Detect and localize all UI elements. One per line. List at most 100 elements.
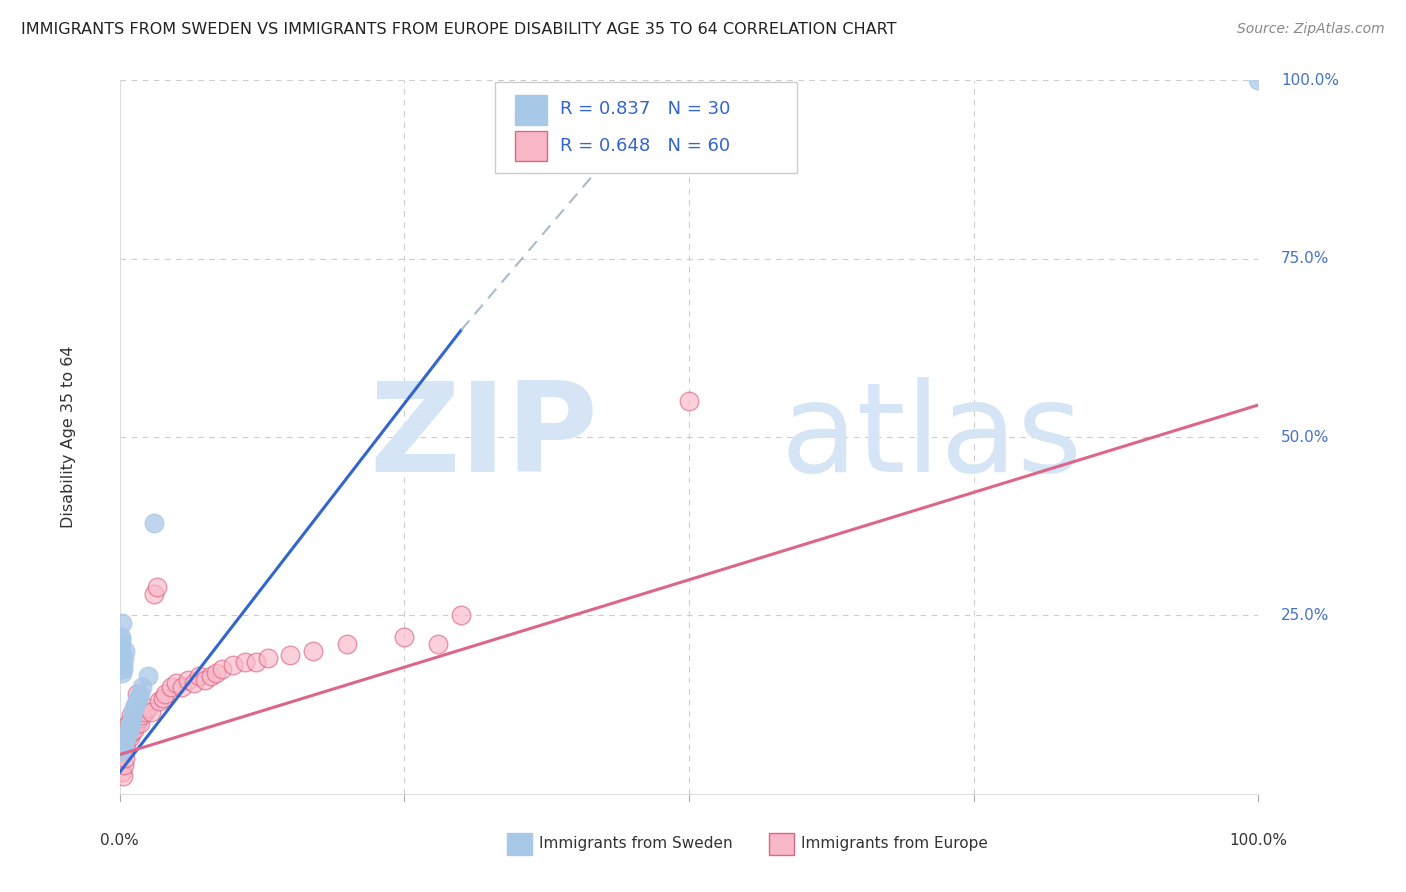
Point <box>117 723 139 737</box>
Point <box>148 694 170 708</box>
Text: 25.0%: 25.0% <box>1281 608 1330 623</box>
Text: R = 0.648   N = 60: R = 0.648 N = 60 <box>560 137 730 155</box>
Point <box>127 712 149 726</box>
Point <box>111 658 134 673</box>
Point <box>118 719 141 733</box>
Text: 100.0%: 100.0% <box>1281 73 1339 87</box>
Point <box>124 701 146 715</box>
Point <box>111 769 134 783</box>
Point <box>336 637 359 651</box>
Point <box>177 673 200 687</box>
FancyBboxPatch shape <box>515 95 547 125</box>
Text: 100.0%: 100.0% <box>1229 833 1288 848</box>
Point <box>117 726 139 740</box>
Point <box>115 733 138 747</box>
Point <box>194 673 217 687</box>
Point <box>112 758 135 772</box>
Point <box>142 587 165 601</box>
Point <box>125 694 148 708</box>
Text: 50.0%: 50.0% <box>1281 430 1330 444</box>
FancyBboxPatch shape <box>495 82 797 173</box>
Point <box>188 669 211 683</box>
Text: Immigrants from Europe: Immigrants from Europe <box>800 837 987 851</box>
Point <box>222 658 245 673</box>
Point <box>205 665 228 680</box>
Text: 0.0%: 0.0% <box>100 833 139 848</box>
Point <box>111 665 134 680</box>
Point <box>114 733 136 747</box>
Text: atlas: atlas <box>780 376 1083 498</box>
Point <box>120 726 142 740</box>
Point <box>114 751 136 765</box>
Point <box>394 630 416 644</box>
Point <box>172 680 194 694</box>
Point <box>121 712 143 726</box>
Point <box>110 630 132 644</box>
Point <box>125 715 148 730</box>
Point <box>427 637 450 651</box>
Point <box>110 637 132 651</box>
Point <box>112 740 135 755</box>
Point <box>142 516 165 530</box>
Point <box>146 580 169 594</box>
Point <box>125 687 148 701</box>
Point <box>112 733 135 747</box>
Point <box>129 715 152 730</box>
Point <box>153 687 176 701</box>
Point <box>278 648 302 662</box>
Point <box>129 687 152 701</box>
Point <box>110 737 132 751</box>
Point <box>112 737 135 751</box>
Point <box>115 719 138 733</box>
Text: IMMIGRANTS FROM SWEDEN VS IMMIGRANTS FROM EUROPE DISABILITY AGE 35 TO 64 CORRELA: IMMIGRANTS FROM SWEDEN VS IMMIGRANTS FRO… <box>21 22 897 37</box>
Point <box>1247 73 1270 87</box>
Point <box>115 740 138 755</box>
Point <box>200 669 222 683</box>
Point <box>131 708 153 723</box>
Point <box>115 730 138 744</box>
Point <box>111 740 134 755</box>
Point <box>112 651 135 665</box>
Point <box>114 744 136 758</box>
FancyBboxPatch shape <box>506 833 531 855</box>
Point <box>166 676 188 690</box>
Point <box>136 669 159 683</box>
Text: 75.0%: 75.0% <box>1281 252 1330 266</box>
Point <box>152 690 174 705</box>
Point <box>134 705 156 719</box>
Point <box>136 701 159 715</box>
Point <box>117 730 139 744</box>
Point <box>111 737 134 751</box>
Point <box>110 644 132 658</box>
Point <box>114 737 136 751</box>
Point <box>127 690 149 705</box>
Point <box>124 723 146 737</box>
Point <box>141 705 163 719</box>
Point <box>110 633 132 648</box>
Text: ZIP: ZIP <box>370 376 598 498</box>
Point <box>122 719 145 733</box>
Text: Immigrants from Sweden: Immigrants from Sweden <box>538 837 733 851</box>
Point <box>122 705 145 719</box>
Point <box>110 744 132 758</box>
Point <box>245 655 267 669</box>
Point <box>111 740 134 755</box>
Point <box>256 651 278 665</box>
Point <box>121 723 143 737</box>
Point <box>111 615 134 630</box>
FancyBboxPatch shape <box>515 131 547 161</box>
Point <box>111 662 134 676</box>
Point <box>233 655 256 669</box>
Point <box>124 698 146 712</box>
Text: R = 0.837   N = 30: R = 0.837 N = 30 <box>560 100 731 118</box>
Text: Source: ZipAtlas.com: Source: ZipAtlas.com <box>1237 22 1385 37</box>
FancyBboxPatch shape <box>769 833 794 855</box>
Point <box>302 644 325 658</box>
Text: Disability Age 35 to 64: Disability Age 35 to 64 <box>60 346 76 528</box>
Point <box>120 708 142 723</box>
Point <box>450 608 472 623</box>
Point <box>111 765 134 780</box>
Point <box>183 676 205 690</box>
Point <box>111 744 134 758</box>
Point <box>131 680 153 694</box>
